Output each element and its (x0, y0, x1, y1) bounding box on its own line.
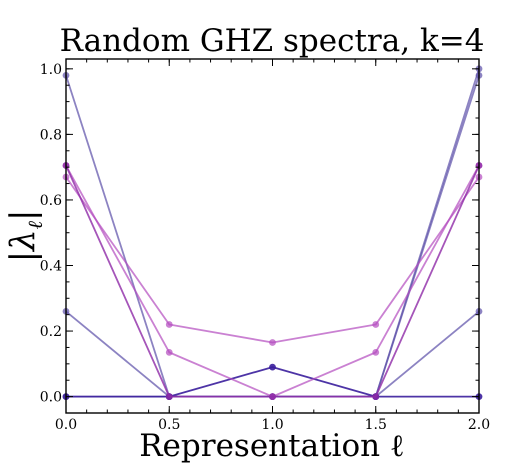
y-tick-label: 0.4 (40, 259, 62, 275)
series-7-point (372, 393, 380, 401)
x-tick-label: 0.0 (55, 417, 77, 433)
series-6-point (372, 348, 380, 356)
y-tick-label: 0.8 (40, 127, 62, 143)
series-3 (62, 65, 483, 401)
y-axis-label: |λℓ| (3, 210, 47, 263)
series-7 (62, 162, 483, 401)
x-tick-label: 0.5 (158, 417, 180, 433)
x-axis-label: Representation ℓ (139, 428, 405, 464)
series-4-point (269, 363, 276, 371)
series-5 (62, 173, 483, 346)
series-5-line (65, 176, 480, 344)
series-6-point (165, 348, 173, 356)
y-axis-label-lambda: λ (3, 229, 43, 253)
series-2-line (65, 310, 480, 398)
chart-title: Random GHZ spectra, k=4 (60, 23, 485, 59)
x-tick-label: 2.0 (468, 417, 490, 433)
tick-layer: 0.0 0.5 1.0 1.5 2.0 0.0 0.2 0.4 0.6 0.8 1.0 (40, 59, 490, 433)
series-5-point (165, 321, 173, 328)
series-7-point (269, 393, 276, 401)
y-axis-label-bar-left: | (3, 251, 43, 262)
series-layer (62, 65, 483, 401)
series-2 (62, 307, 483, 401)
y-tick-label: 0.2 (40, 324, 62, 340)
y-axis-label-bar-right: | (3, 210, 43, 221)
svg-text:|λℓ|: |λℓ| (3, 210, 47, 263)
y-tick-label: 0.0 (40, 390, 62, 406)
y-tick-label: 1.0 (40, 62, 62, 78)
x-tick-label: 1.0 (261, 417, 283, 433)
plot-frame (65, 58, 480, 414)
y-tick-label: 0.6 (40, 193, 62, 209)
series-1 (62, 71, 483, 401)
series-4-line (66, 366, 479, 398)
series-3-line (66, 68, 480, 398)
x-tick-label: 1.5 (365, 417, 387, 433)
series-5-point (372, 321, 380, 328)
series-1-line (65, 75, 480, 398)
series-5-point (269, 339, 276, 346)
y-axis-label-subscript: ℓ (23, 220, 47, 229)
series-7-point (165, 393, 173, 401)
